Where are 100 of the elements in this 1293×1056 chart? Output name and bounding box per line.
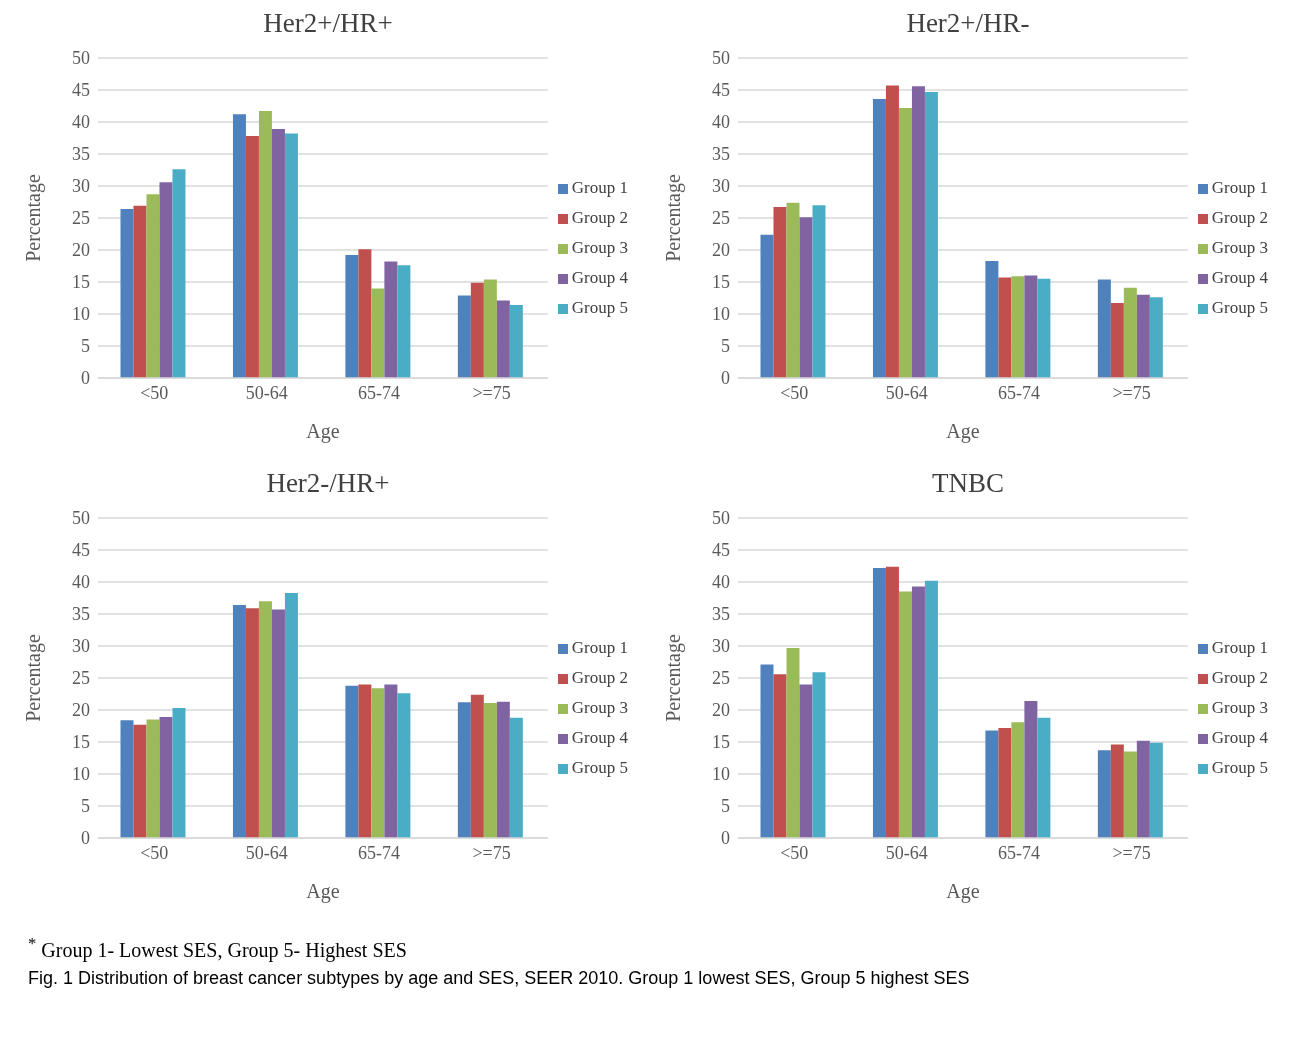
- bar: [133, 205, 147, 378]
- y-tick-label: 50: [712, 48, 730, 69]
- y-tick-label: 25: [712, 208, 730, 229]
- y-tick-label: 0: [721, 368, 730, 389]
- y-tick-label: 20: [72, 240, 90, 261]
- y-axis-title: Percentage: [662, 634, 686, 722]
- y-tick-label: 40: [712, 112, 730, 133]
- bar: [1149, 742, 1163, 838]
- y-axis-title: Percentage: [662, 174, 686, 262]
- bar: [358, 684, 372, 838]
- x-tick-label: >=75: [1112, 382, 1151, 403]
- chart-title: Her2+/HR-: [905, 8, 1031, 40]
- bar: [799, 217, 813, 378]
- bar: [1024, 275, 1038, 378]
- y-tick-label: 35: [72, 604, 90, 625]
- bar: [1110, 744, 1124, 838]
- y-tick-label: 30: [712, 636, 730, 657]
- x-tick-label: 65-74: [998, 842, 1041, 863]
- x-tick-label: >=75: [472, 842, 511, 863]
- bar: [245, 136, 259, 378]
- bar: [1136, 294, 1150, 378]
- bar: [872, 98, 886, 378]
- bar: [1123, 287, 1137, 378]
- bar: [384, 261, 398, 378]
- x-tick-label: >=75: [472, 382, 511, 403]
- y-tick-label: 40: [712, 572, 730, 593]
- legend-label: Group 5: [571, 298, 628, 317]
- bar: [898, 591, 912, 838]
- bar: [1037, 717, 1051, 838]
- bar: [470, 282, 484, 378]
- legend-label: Group 1: [571, 638, 628, 657]
- bar: [146, 719, 160, 838]
- bar: [159, 182, 173, 378]
- bar: [985, 260, 999, 378]
- bar: [799, 684, 813, 838]
- legend-label: Group 2: [1211, 668, 1268, 687]
- bar: [985, 730, 999, 838]
- bar: [773, 674, 787, 838]
- bar: [120, 720, 134, 838]
- y-tick-label: 0: [721, 828, 730, 849]
- bar: [483, 702, 497, 838]
- bar: [885, 85, 899, 378]
- y-tick-label: 35: [712, 144, 730, 165]
- x-tick-label: <50: [780, 842, 809, 863]
- bar: [924, 91, 938, 378]
- bar: [232, 114, 246, 378]
- legend-label: Group 5: [1211, 298, 1268, 317]
- legend-label: Group 5: [1211, 758, 1268, 777]
- bar: [133, 724, 147, 838]
- legend-label: Group 2: [571, 668, 628, 687]
- y-tick-label: 5: [721, 336, 730, 357]
- legend-label: Group 5: [571, 758, 628, 777]
- bar: [358, 249, 372, 378]
- bar: [812, 672, 826, 838]
- y-tick-label: 10: [712, 764, 730, 785]
- x-axis-title: Age: [306, 420, 340, 443]
- chart-title: TNBC: [931, 468, 1005, 500]
- y-tick-label: 15: [712, 732, 730, 753]
- bar: [483, 279, 497, 378]
- bar: [911, 586, 925, 838]
- bar: [172, 708, 186, 838]
- y-axis-title: Percentage: [22, 634, 46, 722]
- bar: [1123, 751, 1137, 838]
- x-tick-label: 65-74: [998, 382, 1041, 403]
- bar: [120, 209, 134, 378]
- bar: [146, 194, 160, 378]
- bar: [457, 702, 471, 838]
- y-tick-label: 30: [72, 176, 90, 197]
- y-tick-label: 45: [72, 80, 90, 101]
- y-tick-label: 50: [72, 48, 90, 69]
- bar: [924, 580, 938, 838]
- legend-label: Group 4: [1211, 728, 1268, 747]
- bar: [872, 567, 886, 838]
- bar: [885, 566, 899, 838]
- bar: [159, 717, 173, 838]
- x-axis-title: Age: [306, 880, 340, 903]
- y-tick-label: 45: [712, 80, 730, 101]
- y-tick-label: 5: [81, 336, 90, 357]
- bar: [1136, 740, 1150, 838]
- y-tick-label: 40: [72, 112, 90, 133]
- bar: [496, 701, 510, 838]
- y-tick-label: 10: [72, 304, 90, 325]
- y-tick-label: 50: [712, 508, 730, 529]
- bar: [1110, 303, 1124, 378]
- x-tick-label: <50: [140, 382, 169, 403]
- bar: [345, 255, 359, 378]
- y-tick-label: 5: [721, 796, 730, 817]
- bar: [509, 717, 523, 838]
- bar: [998, 277, 1012, 378]
- bar: [812, 205, 826, 378]
- x-tick-label: 50-64: [885, 842, 928, 863]
- bar: [345, 685, 359, 838]
- y-tick-label: 0: [81, 828, 90, 849]
- bar: [998, 727, 1012, 838]
- y-tick-label: 25: [72, 208, 90, 229]
- caption: Fig. 1 Distribution of breast cancer subtypes by age and SES, SEER 2010. Group 1 lowest SES, Group 5 highest SES: [27, 967, 971, 989]
- y-tick-label: 25: [72, 668, 90, 689]
- bar: [384, 684, 398, 838]
- bar: [271, 129, 285, 378]
- legend-label: Group 1: [1211, 638, 1268, 657]
